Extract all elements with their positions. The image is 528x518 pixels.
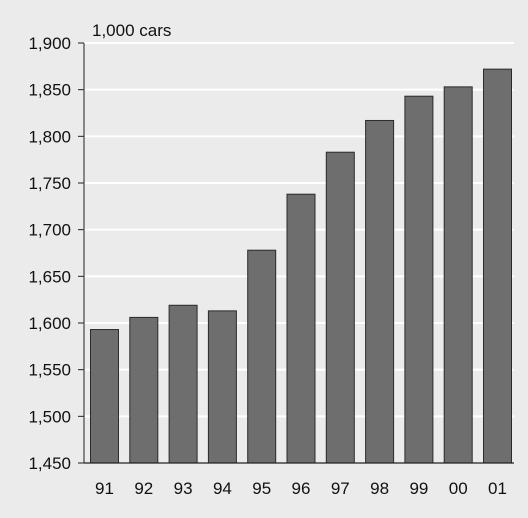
x-tick-label: 94 xyxy=(213,479,232,498)
x-tick-label: 91 xyxy=(95,479,114,498)
x-tick-label: 01 xyxy=(488,479,507,498)
x-tick-label: 97 xyxy=(331,479,350,498)
x-tick-label: 98 xyxy=(370,479,389,498)
x-tick-label: 95 xyxy=(252,479,271,498)
unit-label: 1,000 cars xyxy=(92,21,171,40)
bars xyxy=(90,68,512,464)
bar xyxy=(207,310,237,464)
y-tick-labels: 1,450 1,500 1,550 1,600 1,650 1,700 1,750 1,800… xyxy=(28,34,71,473)
x-tick-label: 99 xyxy=(409,479,428,498)
x-tick-label: 00 xyxy=(449,479,468,498)
y-tick-label: 1,600 xyxy=(28,314,71,333)
axes xyxy=(78,42,514,464)
x-tick-label: 92 xyxy=(134,479,153,498)
y-tick-label: 1,850 xyxy=(28,81,71,100)
bar xyxy=(483,68,512,464)
x-tick-label: 96 xyxy=(292,479,311,498)
y-tick-label: 1,500 xyxy=(28,407,71,426)
y-tick-label: 1,800 xyxy=(28,127,71,146)
y-tick-label: 1,650 xyxy=(28,267,71,286)
bar xyxy=(325,151,355,464)
bar xyxy=(443,86,473,464)
y-tick-label: 1,550 xyxy=(28,361,71,380)
x-tick-labels: 91 92 93 94 95 96 97 98 99 00 01 xyxy=(95,479,507,498)
bar xyxy=(168,304,198,464)
y-tick-label: 1,700 xyxy=(28,221,71,240)
y-tick-label: 1,750 xyxy=(28,174,71,193)
bar xyxy=(365,119,395,464)
y-tick-label: 1,900 xyxy=(28,34,71,53)
bar xyxy=(247,249,277,464)
bar xyxy=(404,95,434,464)
x-tick-label: 93 xyxy=(174,479,193,498)
bar xyxy=(129,316,159,464)
y-tick-label: 1,450 xyxy=(28,454,71,473)
bar xyxy=(286,193,316,464)
bar xyxy=(90,329,119,464)
